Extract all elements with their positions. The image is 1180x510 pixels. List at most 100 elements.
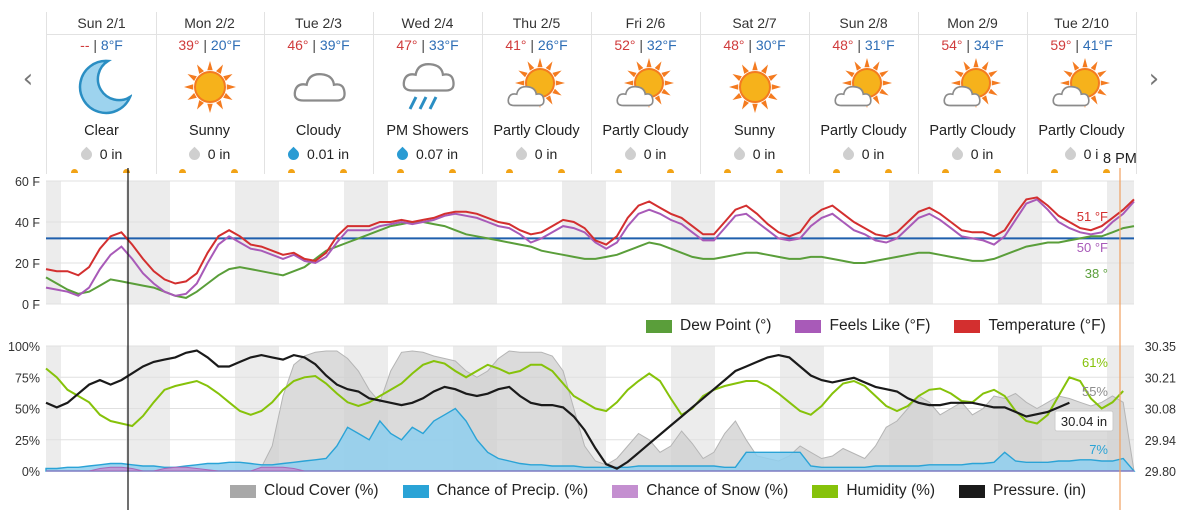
sunset-icon [449,169,456,173]
day-temperatures: 47° | 33°F [396,37,459,53]
high-temp: 59° [1050,37,1072,53]
day-column[interactable]: Mon 2/9 54° | 34°F Partly Cloudy 0 in [918,12,1028,174]
svg-text:30.04 in: 30.04 in [1061,414,1107,429]
high-temp: 54° [941,37,963,53]
sunrise-icon [397,169,404,173]
sunset-icon [885,169,892,173]
humidity-current-label: 61% [1082,355,1108,370]
sunrise-icon [1051,169,1058,173]
legend-pressure[interactable]: Pressure. (in) [959,482,1086,500]
day-temperatures: 59° | 41°F [1050,37,1113,53]
legend-cloud-cover[interactable]: Cloud Cover (%) [230,482,379,500]
sunrise-icon [724,169,731,173]
precip-amount: 0 i [1027,146,1136,163]
y-tick-label-left: 75% [15,371,40,385]
sunrise-icon [179,169,186,173]
precip-current-label: 7% [1089,442,1108,457]
y-tick-label-right: 29.80 [1145,465,1176,479]
day-temperatures: 54° | 34°F [941,37,1004,53]
current-value-label: 51 °F [1077,209,1108,224]
rain-icon [398,57,458,117]
precip-amount: 0 in [918,146,1027,163]
condition-label: PM Showers [386,123,469,139]
sunrise-icon [71,169,78,173]
low-temp: 34°F [973,37,1004,53]
sunrise-icon [506,169,513,173]
legend-chance-of-precip[interactable]: Chance of Precip. (%) [402,482,588,500]
sunrise-icon [288,169,295,173]
day-column[interactable]: Sun 2/1 -- | 8°F Clear 0 in [46,12,157,174]
dew-point-line[interactable] [45,221,1135,299]
high-temp: 47° [396,37,418,53]
temperature-legend: Dew Point (°) Feels Like (°F) Temperatur… [622,317,1106,335]
legend-chance-of-snow[interactable]: Chance of Snow (%) [612,482,788,500]
sunset-icon [667,169,674,173]
pressure-line[interactable] [45,349,1070,470]
day-temperatures: -- | 8°F [80,37,123,53]
legend-dew-point[interactable]: Dew Point (°) [646,317,771,335]
day-temperatures: 48° | 30°F [723,37,786,53]
pressure-tooltip: 30.04 in [1054,410,1114,432]
partly-cloudy-icon [616,57,676,117]
legend-humidity[interactable]: Humidity (%) [812,482,935,500]
low-temp: 26°F [537,37,568,53]
day-column[interactable]: Wed 2/4 47° | 33°F PM Showers 0.07 in [373,12,483,174]
low-temp: 31°F [864,37,895,53]
precip-amount: 0 in [809,146,918,163]
sunset-icon [558,169,565,173]
cloud-current-label: 55% [1082,384,1108,399]
sunrise-icon [942,169,949,173]
day-column[interactable]: Tue 2/10 59° | 41°F Partly Cloudy 0 i [1027,12,1137,174]
humidity-line[interactable] [45,359,1124,428]
daily-forecast-strip: Sun 2/1 -- | 8°F Clear 0 in Mon 2/2 39° … [46,12,1137,174]
day-temperatures: 46° | 39°F [287,37,350,53]
snow-chance-area[interactable] [46,466,1134,472]
condition-label: Sunny [733,123,776,139]
y-tick-label-left: 50% [15,403,40,417]
y-tick-label: 60 F [15,175,40,189]
day-temperatures: 48° | 31°F [832,37,895,53]
sunrise-sunset-markers [1027,167,1136,174]
day-column[interactable]: Fri 2/6 52° | 32°F Partly Cloudy 0 in [591,12,701,174]
temperature-line[interactable] [45,196,1135,285]
current-value-label: 50 °F [1077,240,1108,255]
partly-cloudy-icon [834,57,894,117]
feels-like-line[interactable] [45,198,1135,297]
conditions-legend: Cloud Cover (%) Chance of Precip. (%) Ch… [206,482,1086,500]
day-label: Sat 2/7 [700,12,809,35]
y-tick-label-right: 30.08 [1145,403,1176,417]
precip-amount: 0.01 in [264,146,373,163]
day-column[interactable]: Thu 2/5 41° | 26°F Partly Cloudy 0 in [482,12,592,174]
low-temp: 33°F [428,37,459,53]
next-days-button[interactable]: › [1148,64,1160,94]
day-label: Tue 2/10 [1027,12,1136,35]
precip-chance-area[interactable] [45,407,1136,472]
day-column[interactable]: Sun 2/8 48° | 31°F Partly Cloudy 0 in [809,12,919,174]
high-temp: -- [80,37,90,53]
y-tick-label-right: 30.21 [1145,371,1176,385]
sunset-icon [994,169,1001,173]
cloud-icon [289,57,349,117]
high-temp: 46° [287,37,309,53]
precip-amount: 0.07 in [373,146,482,163]
day-column[interactable]: Tue 2/3 46° | 39°F Cloudy 0.01 in [264,12,374,174]
legend-temperature[interactable]: Temperature (°F) [954,317,1106,335]
night-shading-top [46,181,1134,304]
precip-amount: 0 in [591,146,700,163]
y-tick-label-right: 30.35 [1145,340,1176,354]
condition-label: Partly Cloudy [493,123,580,139]
low-temp: 8°F [100,37,123,53]
sunrise-sunset-markers [482,167,591,174]
partly-cloudy-icon [507,57,567,117]
low-temp: 32°F [646,37,677,53]
day-temperatures: 39° | 20°F [178,37,241,53]
current-value-label: 38 ° [1085,266,1108,281]
legend-feels-like[interactable]: Feels Like (°F) [795,317,930,335]
low-temp: 20°F [210,37,241,53]
condition-label: Partly Cloudy [929,123,1016,139]
day-column[interactable]: Sat 2/7 48° | 30°F Sunny 0 in [700,12,810,174]
day-column[interactable]: Mon 2/2 39° | 20°F Sunny 0 in [155,12,265,174]
previous-days-button[interactable]: ‹ [22,64,34,94]
precip-amount: 0 in [47,146,156,163]
